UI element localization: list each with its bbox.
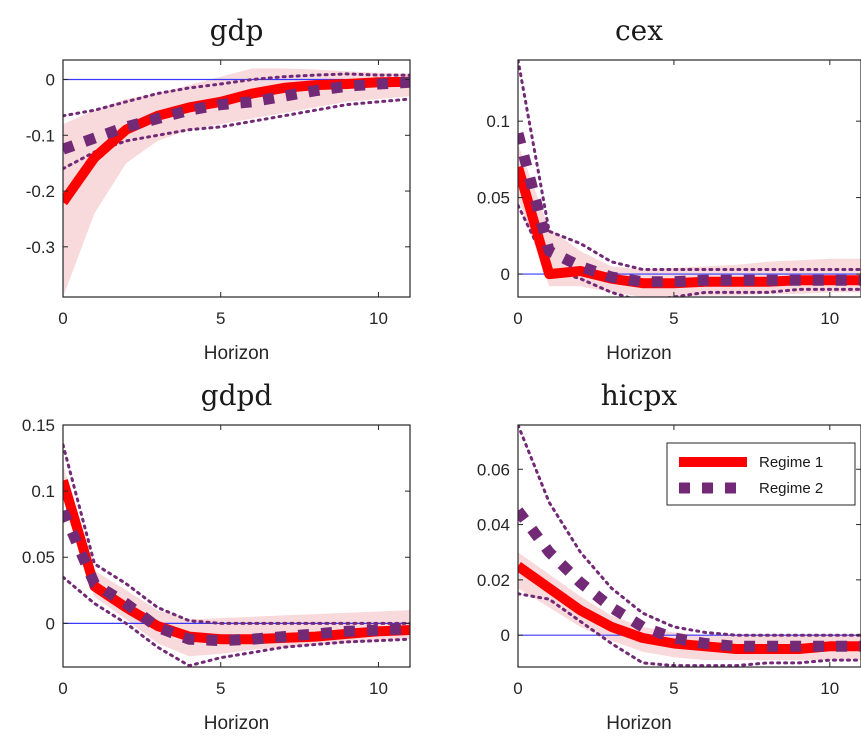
axes-box bbox=[517, 424, 861, 668]
regime-2-band-lower bbox=[518, 203, 861, 297]
x-tick-label: 10 bbox=[820, 679, 839, 698]
legend: Regime 1 Regime 2 bbox=[666, 442, 856, 506]
confidence-band bbox=[63, 464, 410, 657]
chart-title: cex bbox=[615, 14, 663, 47]
x-tick-label: 5 bbox=[669, 679, 678, 698]
plot-area bbox=[518, 425, 861, 667]
y-tick-label: -0.3 bbox=[26, 238, 55, 257]
plot-area bbox=[63, 443, 410, 667]
x-tick-label: 5 bbox=[669, 309, 678, 328]
chart-title: gdp bbox=[210, 14, 264, 47]
panel-gdpd: 0 5 10 0 0.05 0.1 0.15 gdpd Horizon bbox=[22, 379, 411, 734]
x-tick-label: 10 bbox=[369, 309, 388, 328]
panel-gdp: 0 5 10 0 -0.1 -0.2 -0.3 gdp Horizon bbox=[26, 14, 411, 364]
regime-2-band-lower bbox=[63, 97, 410, 171]
x-tick-label: 0 bbox=[513, 679, 522, 698]
x-tick-label: 10 bbox=[369, 679, 388, 698]
regime-2-band-upper bbox=[63, 72, 410, 118]
series-regime-1 bbox=[518, 165, 861, 289]
y-tick-label: 0.06 bbox=[477, 460, 510, 479]
axes-box bbox=[517, 59, 861, 298]
y-tick-label: 0.1 bbox=[31, 482, 55, 501]
regime-2-band-upper bbox=[63, 443, 410, 625]
confidence-band bbox=[63, 68, 410, 297]
x-axis-label: Horizon bbox=[606, 713, 671, 734]
y-tick-label: 0.05 bbox=[22, 548, 55, 567]
regime-2-band-upper bbox=[518, 60, 861, 271]
regime-2-band-upper bbox=[518, 425, 861, 637]
x-axis-label: Horizon bbox=[606, 343, 671, 364]
legend-label: Regime 1 bbox=[759, 454, 823, 471]
plot-area bbox=[518, 60, 861, 297]
x-tick-label: 5 bbox=[216, 679, 225, 698]
y-tick-label: -0.2 bbox=[26, 182, 55, 201]
panel-cex: 0 5 10 0 0.05 0.1 cex Horizon bbox=[477, 14, 861, 364]
x-tick-label: 10 bbox=[820, 309, 839, 328]
series-regime-1 bbox=[63, 76, 410, 206]
x-axis-label: Horizon bbox=[204, 713, 269, 734]
y-tick-label: 0.05 bbox=[477, 189, 510, 208]
series-regime-2 bbox=[518, 131, 861, 288]
x-tick-label: 0 bbox=[513, 309, 522, 328]
series-regime-2 bbox=[518, 507, 861, 652]
regime-2-band-lower bbox=[63, 575, 410, 667]
y-tick-label: 0 bbox=[46, 614, 55, 633]
series-regime-2 bbox=[63, 508, 410, 647]
x-tick-label: 0 bbox=[58, 309, 67, 328]
series-regime-1 bbox=[518, 562, 861, 654]
chart-title: gdpd bbox=[201, 379, 273, 412]
regime-2-band-lower bbox=[518, 592, 861, 667]
y-tick-label: 0.04 bbox=[477, 516, 510, 535]
plot-area bbox=[63, 68, 410, 297]
y-tick-label: 0 bbox=[501, 626, 510, 645]
y-tick-label: 0.02 bbox=[477, 571, 510, 590]
chart-title: hicpx bbox=[601, 379, 678, 412]
y-tick-label: 0 bbox=[46, 71, 55, 90]
x-axis-label: Horizon bbox=[204, 343, 269, 364]
axes-box bbox=[62, 59, 411, 298]
legend-box bbox=[666, 442, 856, 506]
y-tick-label: -0.1 bbox=[26, 126, 55, 145]
y-tick-label: 0.15 bbox=[22, 416, 55, 435]
confidence-band bbox=[518, 552, 861, 661]
x-tick-label: 0 bbox=[58, 679, 67, 698]
legend-label: Regime 2 bbox=[759, 480, 823, 497]
axes-box bbox=[62, 424, 411, 668]
y-tick-label: 0.1 bbox=[486, 112, 510, 131]
y-tick-label: 0 bbox=[501, 265, 510, 284]
x-tick-label: 5 bbox=[216, 309, 225, 328]
